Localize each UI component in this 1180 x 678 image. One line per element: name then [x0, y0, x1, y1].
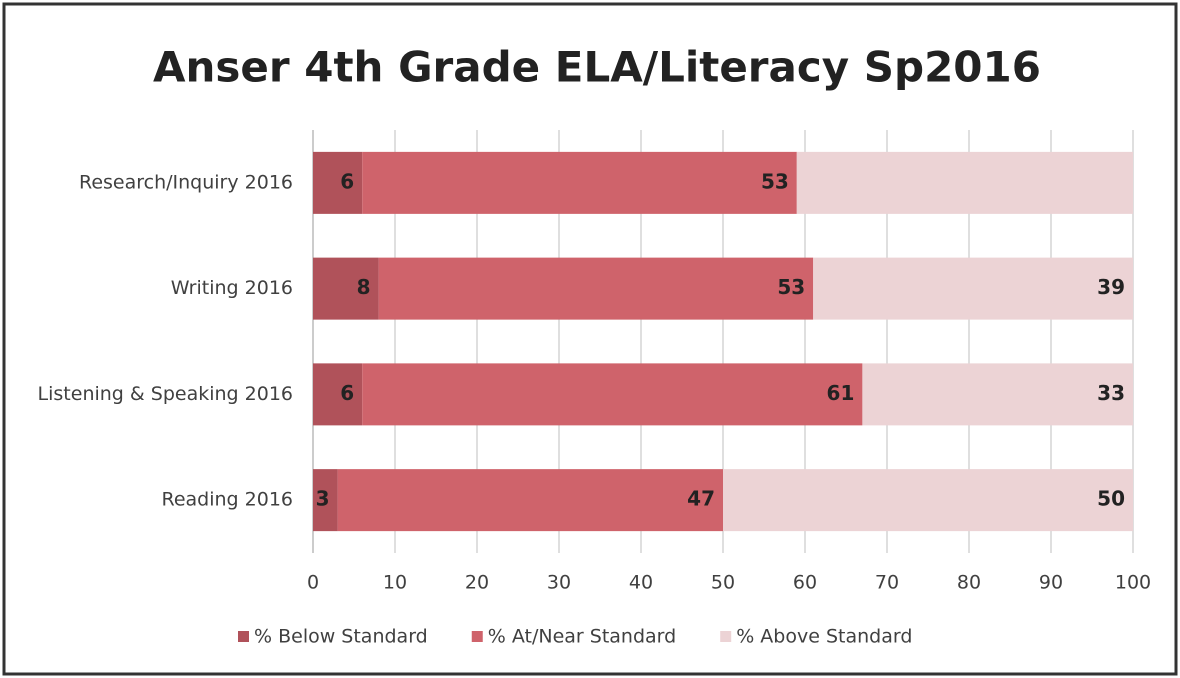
data-label: 53	[777, 275, 805, 299]
data-label: 53	[761, 169, 789, 193]
x-tick-label: 10	[383, 572, 407, 594]
bar-segment	[813, 257, 1133, 320]
legend-swatch	[238, 631, 249, 642]
data-label: 6	[340, 381, 354, 405]
y-tick-label: Research/Inquiry 2016	[79, 171, 293, 193]
x-tick-label: 0	[307, 572, 319, 594]
data-label: 61	[827, 381, 855, 405]
data-label: 39	[1097, 275, 1125, 299]
legend-label: % Below Standard	[254, 626, 428, 648]
x-tick-label: 60	[793, 572, 817, 594]
x-tick-label: 90	[1039, 572, 1063, 594]
data-label: 47	[687, 487, 715, 511]
bar-segment	[313, 363, 363, 426]
x-tick-label: 40	[629, 572, 653, 594]
bar-segment	[337, 469, 723, 532]
x-tick-label: 100	[1115, 572, 1151, 594]
chart-title: Anser 4th Grade ELA/Literacy Sp2016	[153, 43, 1041, 92]
x-tick-label: 30	[547, 572, 571, 594]
legend-label: % At/Near Standard	[488, 626, 676, 648]
bar-segment	[313, 469, 338, 532]
y-tick-label: Writing 2016	[171, 277, 293, 299]
y-tick-label: Listening & Speaking 2016	[38, 383, 293, 405]
data-label: 3	[316, 487, 330, 511]
legend-swatch	[720, 631, 732, 642]
bar-segment	[862, 363, 1133, 426]
legend-label: % Above Standard	[736, 626, 912, 648]
bar-segment	[362, 363, 863, 426]
legend-swatch	[471, 631, 483, 642]
bar-segment	[313, 151, 363, 214]
bar-segment	[723, 469, 1133, 532]
y-tick-label: Reading 2016	[161, 489, 293, 511]
data-label: 8	[357, 275, 371, 299]
bar-segment	[378, 257, 814, 320]
x-tick-label: 80	[957, 572, 981, 594]
x-tick-label: 50	[711, 572, 735, 594]
data-label: 50	[1097, 487, 1125, 511]
x-tick-label: 20	[465, 572, 489, 594]
bar-segment	[313, 257, 379, 320]
bar-segment	[362, 151, 797, 214]
x-tick-label: 70	[875, 572, 899, 594]
data-label: 6	[340, 169, 354, 193]
bar-segment	[796, 151, 1133, 214]
data-label: 33	[1097, 381, 1125, 405]
